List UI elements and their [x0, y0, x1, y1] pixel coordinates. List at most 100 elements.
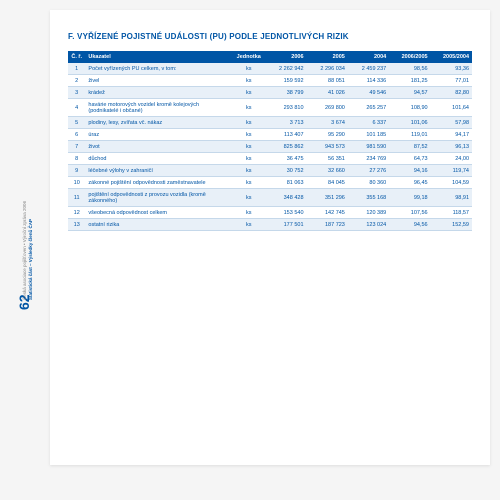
table-row: 13ostatní rizikaks177 501187 723123 0249… — [68, 219, 472, 231]
cell-v3: 49 546 — [348, 87, 389, 99]
cell-unit: ks — [232, 75, 265, 87]
cell-unit: ks — [232, 207, 265, 219]
cell-v2: 41 026 — [307, 87, 348, 99]
cell-v5: 152,59 — [431, 219, 472, 231]
table-row: 2živelks159 59288 051114 336181,2577,01 — [68, 75, 472, 87]
cell-v4: 94,57 — [389, 87, 430, 99]
side-line-2: Statistická část – Výsledky členů ČAP — [28, 219, 33, 300]
cell-v3: 120 389 — [348, 207, 389, 219]
cell-v1: 153 540 — [265, 207, 306, 219]
cell-v2: 3 674 — [307, 117, 348, 129]
cell-v4: 107,56 — [389, 207, 430, 219]
table-row: 9léčebné výlohy v zahraničíks30 75232 66… — [68, 165, 472, 177]
table-row: 4havárie motorových vozidel kromě kolejo… — [68, 99, 472, 117]
table-row: 5plodiny, lesy, zvířata vč. nákazks3 713… — [68, 117, 472, 129]
cell-v4: 64,73 — [389, 153, 430, 165]
table-row: 12všeobecná odpovědnost celkemks153 540 1… — [68, 207, 472, 219]
cell-label: krádež — [85, 87, 232, 99]
cell-v2: 88 051 — [307, 75, 348, 87]
cell-num: 5 — [68, 117, 85, 129]
cell-v5: 94,17 — [431, 129, 472, 141]
cell-v3: 981 590 — [348, 141, 389, 153]
cell-unit: ks — [232, 99, 265, 117]
cell-v1: 30 752 — [265, 165, 306, 177]
cell-v5: 118,57 — [431, 207, 472, 219]
col-header-unit: Jednotka — [232, 51, 265, 63]
cell-unit: ks — [232, 153, 265, 165]
cell-v3: 123 024 — [348, 219, 389, 231]
cell-num: 7 — [68, 141, 85, 153]
cell-unit: ks — [232, 165, 265, 177]
cell-v5: 119,74 — [431, 165, 472, 177]
cell-v2: 2 296 034 — [307, 63, 348, 75]
cell-unit: ks — [232, 141, 265, 153]
cell-v4: 99,18 — [389, 189, 430, 207]
cell-v5: 93,36 — [431, 63, 472, 75]
cell-v2: 269 800 — [307, 99, 348, 117]
cell-v4: 98,56 — [389, 63, 430, 75]
cell-label: všeobecná odpovědnost celkem — [85, 207, 232, 219]
cell-v1: 348 428 — [265, 189, 306, 207]
cell-v3: 114 336 — [348, 75, 389, 87]
cell-v1: 3 713 — [265, 117, 306, 129]
table-row: 8důchodks36 47556 351234 76964,7324,00 — [68, 153, 472, 165]
cell-v3: 6 337 — [348, 117, 389, 129]
cell-label: ostatní rizika — [85, 219, 232, 231]
cell-num: 8 — [68, 153, 85, 165]
cell-num: 11 — [68, 189, 85, 207]
col-header-label: Ukazatel — [85, 51, 232, 63]
cell-v2: 95 290 — [307, 129, 348, 141]
cell-unit: ks — [232, 189, 265, 207]
cell-v3: 101 185 — [348, 129, 389, 141]
side-line-1: Česká asociace pojišťoven • Výroční zprá… — [22, 201, 27, 300]
cell-label: úraz — [85, 129, 232, 141]
table-row: 11pojištění odpovědnosti z provozu vozid… — [68, 189, 472, 207]
table-row: 10zákonné pojištění odpovědnosti zaměstn… — [68, 177, 472, 189]
cell-v5: 57,98 — [431, 117, 472, 129]
cell-unit: ks — [232, 129, 265, 141]
cell-v3: 355 168 — [348, 189, 389, 207]
cell-v1: 2 262 942 — [265, 63, 306, 75]
cell-unit: ks — [232, 117, 265, 129]
cell-v1: 36 475 — [265, 153, 306, 165]
cell-unit: ks — [232, 177, 265, 189]
cell-label: Počet vyřízených PU celkem, v tom: — [85, 63, 232, 75]
cell-unit: ks — [232, 63, 265, 75]
cell-v4: 101,06 — [389, 117, 430, 129]
cell-label: živel — [85, 75, 232, 87]
cell-v3: 27 276 — [348, 165, 389, 177]
col-header-ratio1: 2006/2005 — [389, 51, 430, 63]
cell-num: 9 — [68, 165, 85, 177]
cell-v1: 293 810 — [265, 99, 306, 117]
cell-v5: 82,80 — [431, 87, 472, 99]
cell-num: 12 — [68, 207, 85, 219]
page-content: F. VYŘÍZENÉ POJISTNÉ UDÁLOSTI (PU) PODLE… — [50, 10, 490, 465]
cell-v2: 32 660 — [307, 165, 348, 177]
col-header-2006: 2006 — [265, 51, 306, 63]
header-row: Č. ř. Ukazatel Jednotka 2006 2005 2004 2… — [68, 51, 472, 63]
table-heading: F. VYŘÍZENÉ POJISTNÉ UDÁLOSTI (PU) PODLE… — [68, 32, 472, 41]
cell-label: plodiny, lesy, zvířata vč. nákaz — [85, 117, 232, 129]
cell-v3: 234 769 — [348, 153, 389, 165]
cell-label: zákonné pojištění odpovědnosti zaměstnav… — [85, 177, 232, 189]
cell-v2: 187 723 — [307, 219, 348, 231]
cell-v3: 80 360 — [348, 177, 389, 189]
cell-label: pojištění odpovědnosti z provozu vozidla… — [85, 189, 232, 207]
cell-v1: 159 592 — [265, 75, 306, 87]
cell-v1: 113 407 — [265, 129, 306, 141]
cell-num: 2 — [68, 75, 85, 87]
cell-v1: 81 063 — [265, 177, 306, 189]
cell-unit: ks — [232, 87, 265, 99]
cell-v4: 108,90 — [389, 99, 430, 117]
data-table: Č. ř. Ukazatel Jednotka 2006 2005 2004 2… — [68, 51, 472, 231]
cell-v5: 77,01 — [431, 75, 472, 87]
cell-label: havárie motorových vozidel kromě kolejov… — [85, 99, 232, 117]
cell-v2: 943 573 — [307, 141, 348, 153]
cell-v4: 119,01 — [389, 129, 430, 141]
cell-num: 13 — [68, 219, 85, 231]
cell-unit: ks — [232, 219, 265, 231]
cell-v4: 87,52 — [389, 141, 430, 153]
col-header-num: Č. ř. — [68, 51, 85, 63]
side-text: Česká asociace pojišťoven • Výroční zprá… — [22, 201, 35, 300]
cell-v5: 101,64 — [431, 99, 472, 117]
